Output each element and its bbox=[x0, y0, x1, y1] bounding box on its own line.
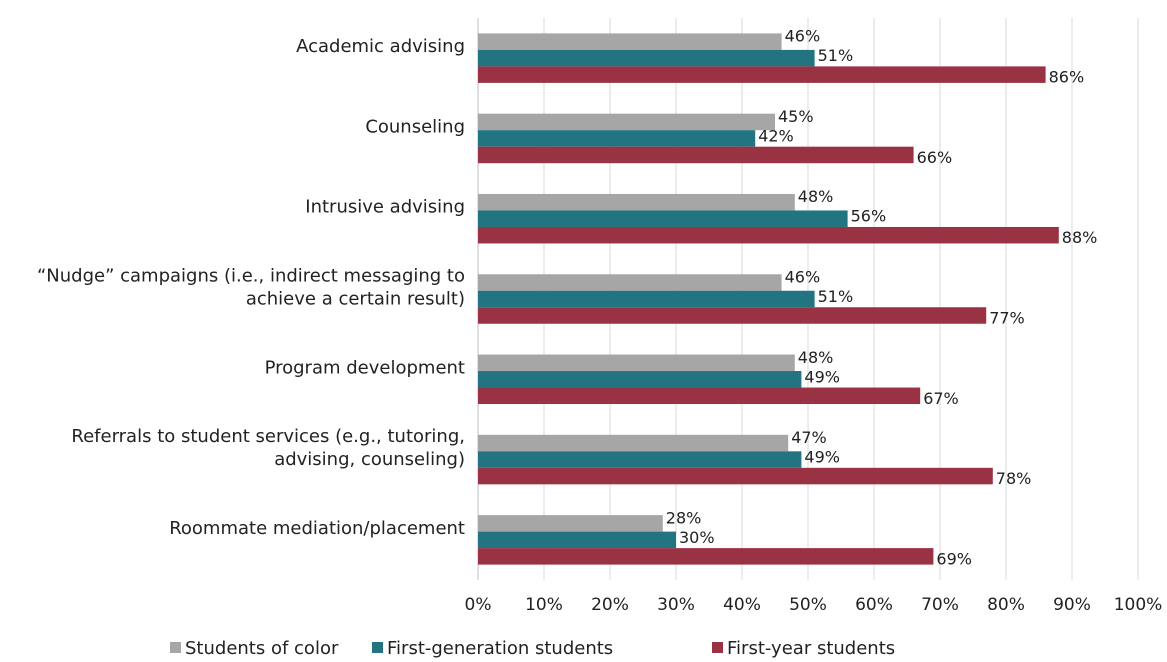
bar bbox=[478, 531, 676, 549]
x-tick-label: 20% bbox=[591, 595, 629, 615]
bar bbox=[478, 387, 921, 405]
data-label: 48% bbox=[798, 187, 834, 206]
x-axis-tick-labels: 0% 10% 20% 30% 40% 50% 60% 70% 80% 90% 100% bbox=[465, 595, 1163, 615]
data-label: 45% bbox=[778, 107, 814, 126]
x-tick-label: 90% bbox=[1053, 595, 1091, 615]
data-label: 42% bbox=[758, 126, 794, 145]
legend-label: First-generation students bbox=[387, 638, 613, 659]
data-labels: 46%51%86%45%42%66%48%56%88%46%51%77%48%4… bbox=[666, 27, 1098, 569]
legend-swatch bbox=[712, 642, 723, 653]
bar bbox=[478, 548, 934, 565]
category-label: Referrals to student services (e.g., tut… bbox=[71, 426, 465, 470]
data-label: 86% bbox=[1049, 68, 1085, 87]
data-label: 46% bbox=[785, 27, 821, 46]
x-tick-label: 80% bbox=[987, 595, 1025, 615]
bar bbox=[478, 113, 775, 131]
data-label: 56% bbox=[851, 207, 887, 226]
x-tick-label: 60% bbox=[855, 595, 893, 615]
x-tick-label: 40% bbox=[723, 595, 761, 615]
legend: Students of color First-generation studen… bbox=[170, 638, 895, 659]
bar bbox=[478, 290, 815, 308]
data-label: 49% bbox=[804, 367, 840, 386]
legend-swatch bbox=[372, 642, 383, 653]
legend-swatch bbox=[170, 642, 181, 653]
x-tick-label: 0% bbox=[465, 595, 492, 615]
bar bbox=[478, 371, 802, 388]
bars bbox=[478, 33, 1059, 565]
bar bbox=[478, 467, 993, 485]
category-label: Academic advising bbox=[296, 36, 465, 57]
bar bbox=[478, 307, 987, 324]
category-label: Counseling bbox=[365, 116, 465, 137]
category-label: Intrusive advising bbox=[305, 197, 465, 218]
bar bbox=[478, 130, 756, 147]
data-label: 51% bbox=[818, 287, 854, 306]
legend-label: First-year students bbox=[727, 638, 895, 659]
x-tick-label: 70% bbox=[921, 595, 959, 615]
bar bbox=[478, 66, 1046, 83]
category-labels: Academic advising Counseling Intrusive adv… bbox=[37, 36, 465, 539]
data-label: 67% bbox=[923, 389, 959, 408]
data-label: 77% bbox=[989, 309, 1025, 328]
bar bbox=[478, 354, 795, 372]
bar bbox=[478, 226, 1059, 244]
data-label: 28% bbox=[666, 508, 702, 527]
data-label: 49% bbox=[804, 448, 840, 467]
x-tick-label: 10% bbox=[525, 595, 563, 615]
data-label: 78% bbox=[996, 469, 1032, 488]
bar bbox=[478, 210, 848, 227]
data-label: 88% bbox=[1062, 228, 1098, 247]
bar bbox=[478, 193, 795, 211]
category-label: Program development bbox=[265, 357, 465, 378]
data-label: 66% bbox=[917, 148, 953, 167]
bar bbox=[478, 515, 663, 532]
data-label: 48% bbox=[798, 348, 834, 367]
bar bbox=[478, 274, 782, 291]
data-label: 47% bbox=[791, 428, 827, 447]
data-label: 69% bbox=[936, 549, 972, 568]
data-label: 30% bbox=[679, 528, 715, 547]
category-label: Roommate mediation/placement bbox=[169, 518, 465, 539]
bar bbox=[478, 146, 914, 164]
bar bbox=[478, 434, 789, 452]
category-label: “Nudge” campaigns (i.e., indirect messag… bbox=[37, 266, 465, 310]
bar bbox=[478, 33, 782, 50]
data-label: 46% bbox=[785, 268, 821, 287]
x-tick-label: 30% bbox=[657, 595, 695, 615]
legend-label: Students of color bbox=[185, 638, 339, 659]
data-label: 51% bbox=[818, 46, 854, 65]
x-tick-label: 100% bbox=[1114, 595, 1163, 615]
bar bbox=[478, 49, 815, 67]
bar bbox=[478, 451, 802, 468]
x-tick-label: 50% bbox=[789, 595, 827, 615]
